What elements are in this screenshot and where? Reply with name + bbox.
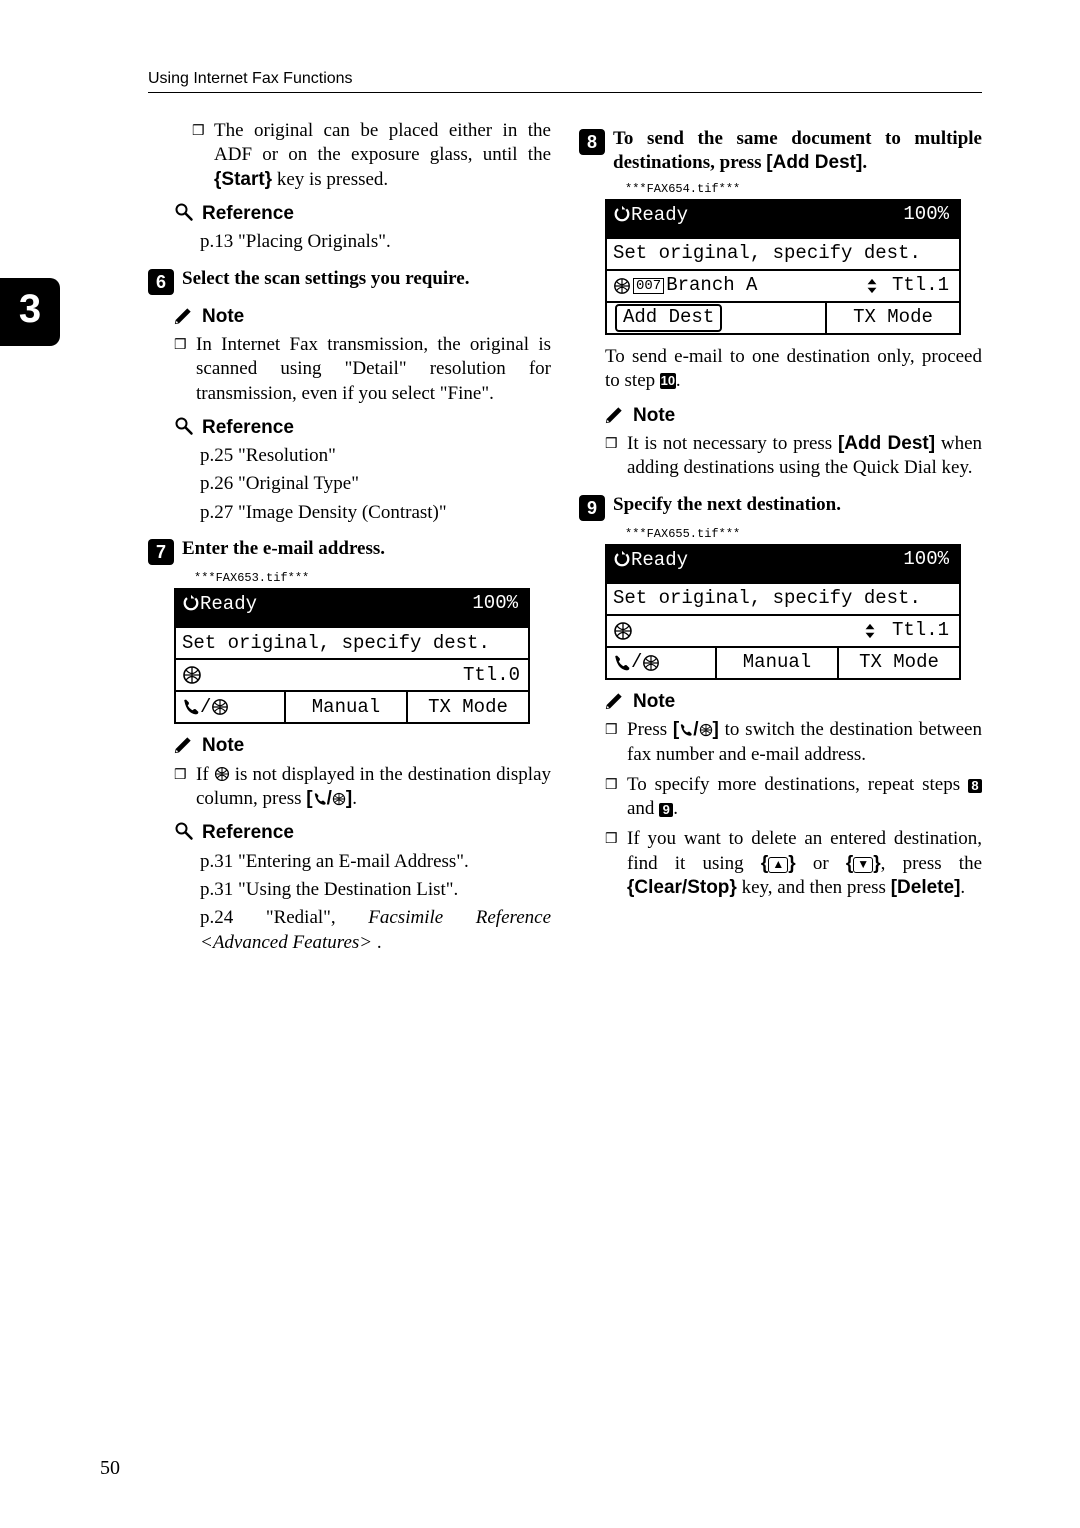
bullet-icon: ❒ bbox=[605, 432, 627, 481]
bullet-icon: ❒ bbox=[174, 333, 196, 406]
reference-heading: Reference bbox=[202, 416, 294, 440]
page-number: 50 bbox=[100, 1457, 120, 1480]
reference-heading: Reference bbox=[202, 821, 294, 845]
lcd-ready: Ready bbox=[613, 550, 688, 578]
bullet-icon: ❒ bbox=[605, 773, 627, 822]
lcd-panel-8: Ready 100% Set original, specify dest. 0… bbox=[605, 199, 961, 335]
ref-destination-list: p.31 "Using the Destination List". bbox=[200, 878, 551, 902]
bullet-icon: ❒ bbox=[174, 763, 196, 812]
lcd-branch: 007Branch A bbox=[607, 271, 858, 301]
lcd-ttl: Ttl.1 bbox=[886, 616, 959, 646]
bullet-icon: ❒ bbox=[192, 119, 214, 192]
step-8-text: To send the same document to multiple de… bbox=[613, 127, 982, 176]
lcd-net-icon bbox=[607, 616, 639, 646]
lcd-ttl: Ttl.0 bbox=[457, 660, 528, 690]
lcd-add-dest: Add Dest bbox=[607, 303, 825, 333]
note-icon bbox=[605, 690, 625, 710]
bullet-icon: ❒ bbox=[605, 827, 627, 900]
note-heading: Note bbox=[633, 690, 675, 714]
ref-original-type: p.26 "Original Type" bbox=[200, 472, 551, 496]
lcd-ready: Ready bbox=[613, 205, 688, 233]
note-9a: Press [/] to switch the destination betw… bbox=[627, 718, 982, 767]
lcd-line2: Set original, specify dest. bbox=[607, 584, 927, 614]
right-column: 8 To send the same document to multiple … bbox=[579, 115, 982, 959]
after-8-text: To send e-mail to one destination only, … bbox=[605, 345, 982, 394]
note-6: In Internet Fax transmission, the origin… bbox=[196, 333, 551, 406]
running-head: Using Internet Fax Functions bbox=[148, 70, 982, 93]
lcd-ready: Ready bbox=[182, 594, 257, 622]
note-icon bbox=[174, 305, 194, 325]
note-heading: Note bbox=[202, 305, 244, 329]
ref-redial: p.24 "Redial", Facsimile Reference <Adva… bbox=[200, 906, 551, 955]
lcd-line2: Set original, specify dest. bbox=[607, 239, 927, 269]
lcd-pct: 100% bbox=[472, 594, 518, 622]
lcd-pct: 100% bbox=[903, 205, 949, 233]
note-icon bbox=[605, 404, 625, 424]
ref-placing-originals: p.13 "Placing Originals". bbox=[200, 230, 551, 254]
lcd-phone-net: / bbox=[176, 692, 284, 722]
ref-email-address: p.31 "Entering an E-mail Address". bbox=[200, 850, 551, 874]
reference-icon bbox=[174, 202, 194, 222]
lcd-txmode: TX Mode bbox=[837, 648, 959, 678]
step-7-text: Enter the e-mail address. bbox=[182, 537, 551, 561]
step-7-number: 7 bbox=[148, 539, 174, 565]
note-icon bbox=[174, 734, 194, 754]
lcd-panel-7: Ready 100% Set original, specify dest. T… bbox=[174, 588, 530, 724]
note-7: If is not displayed in the destination d… bbox=[196, 763, 551, 812]
intro-bullet: The original can be placed either in the… bbox=[214, 119, 551, 192]
step-6-number: 6 bbox=[148, 269, 174, 295]
reference-heading: Reference bbox=[202, 202, 294, 226]
step-9-number: 9 bbox=[579, 495, 605, 521]
tif-label-9: ***FAX655.tif*** bbox=[625, 527, 982, 542]
note-9c: If you want to delete an entered destina… bbox=[627, 827, 982, 900]
tif-label-7: ***FAX653.tif*** bbox=[194, 571, 551, 586]
left-column: ❒ The original can be placed either in t… bbox=[148, 115, 551, 959]
lcd-pct: 100% bbox=[903, 550, 949, 578]
lcd-txmode: TX Mode bbox=[825, 303, 959, 333]
note-8: It is not necessary to press [Add Dest] … bbox=[627, 432, 982, 481]
tif-label-8: ***FAX654.tif*** bbox=[625, 182, 982, 197]
lcd-ttl: Ttl.1 bbox=[886, 271, 959, 301]
step-9-text: Specify the next destination. bbox=[613, 493, 982, 517]
ref-resolution: p.25 "Resolution" bbox=[200, 444, 551, 468]
lcd-manual: Manual bbox=[715, 648, 837, 678]
reference-icon bbox=[174, 416, 194, 436]
bullet-icon: ❒ bbox=[605, 718, 627, 767]
note-heading: Note bbox=[633, 404, 675, 428]
lcd-txmode: TX Mode bbox=[406, 692, 528, 722]
lcd-arrow-icon bbox=[858, 271, 886, 301]
lcd-net-icon bbox=[176, 660, 208, 690]
lcd-phone-net: / bbox=[607, 648, 715, 678]
step-6-text: Select the scan settings you require. bbox=[182, 267, 551, 291]
note-9b: To specify more destinations, repeat ste… bbox=[627, 773, 982, 822]
lcd-line2: Set original, specify dest. bbox=[176, 628, 496, 658]
lcd-panel-9: Ready 100% Set original, specify dest. T… bbox=[605, 544, 961, 680]
lcd-arrow-icon bbox=[856, 616, 886, 646]
note-heading: Note bbox=[202, 734, 244, 758]
step-8-number: 8 bbox=[579, 129, 605, 155]
ref-image-density: p.27 "Image Density (Contrast)" bbox=[200, 501, 551, 525]
lcd-manual: Manual bbox=[284, 692, 406, 722]
reference-icon bbox=[174, 821, 194, 841]
